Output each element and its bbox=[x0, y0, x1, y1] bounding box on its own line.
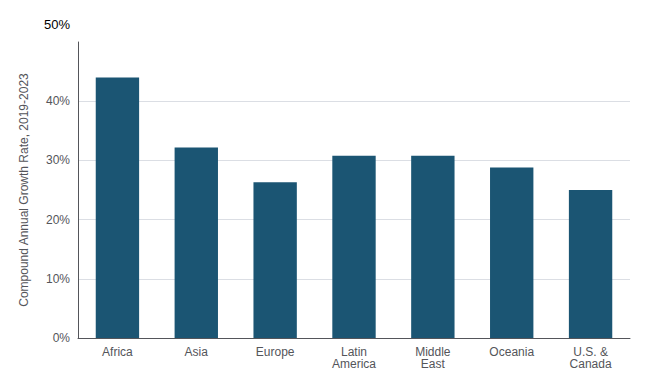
svg-text:50%: 50% bbox=[44, 17, 70, 32]
svg-text:Europe: Europe bbox=[256, 345, 295, 359]
svg-text:40%: 40% bbox=[46, 94, 70, 108]
svg-text:Middle: Middle bbox=[415, 345, 451, 359]
svg-text:East: East bbox=[421, 357, 446, 371]
svg-text:Asia: Asia bbox=[185, 345, 209, 359]
svg-text:Compound Annual Growth Rate, 2: Compound Annual Growth Rate, 2019-2023 bbox=[17, 73, 31, 307]
svg-text:30%: 30% bbox=[46, 153, 70, 167]
svg-text:Africa: Africa bbox=[102, 345, 133, 359]
svg-text:10%: 10% bbox=[46, 272, 70, 286]
svg-text:Oceania: Oceania bbox=[489, 345, 534, 359]
svg-text:0%: 0% bbox=[53, 331, 71, 345]
svg-text:U.S. &: U.S. & bbox=[573, 345, 608, 359]
svg-text:Latin: Latin bbox=[341, 345, 367, 359]
svg-text:America: America bbox=[332, 357, 376, 371]
svg-text:Canada: Canada bbox=[570, 357, 612, 371]
svg-text:20%: 20% bbox=[46, 213, 70, 227]
